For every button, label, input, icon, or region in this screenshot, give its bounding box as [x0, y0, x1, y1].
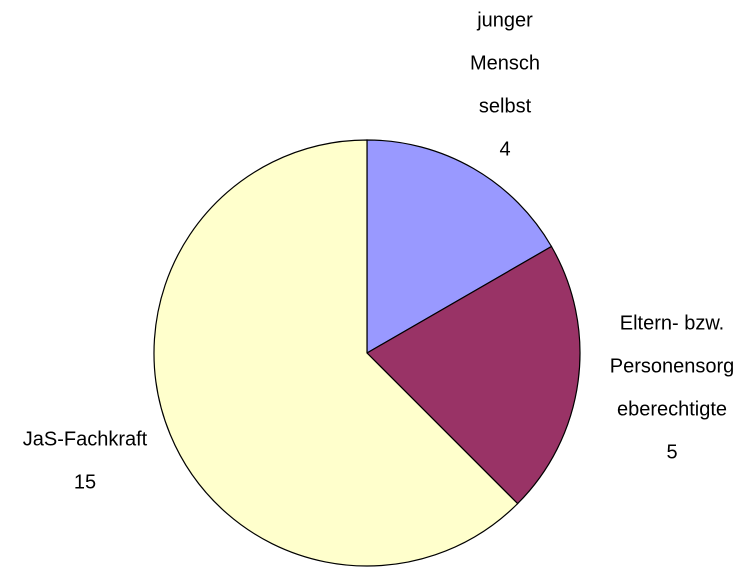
slice-label: selbst [479, 95, 532, 117]
slice-value: 15 [74, 471, 96, 493]
slice-label: Mensch [470, 52, 540, 74]
pie-slice [153, 139, 519, 567]
slice-label: JaS-Fachkraft [23, 428, 148, 450]
slice-label: eberechtigte [617, 398, 727, 420]
pie-slice [366, 245, 581, 505]
slice-label: Personensorg [610, 355, 735, 377]
slice-value: 5 [666, 441, 677, 463]
pie-slice [366, 139, 553, 355]
slice-label: Eltern- bzw. [620, 312, 724, 334]
slice-label: junger [476, 9, 533, 31]
slice-value: 4 [499, 138, 510, 160]
